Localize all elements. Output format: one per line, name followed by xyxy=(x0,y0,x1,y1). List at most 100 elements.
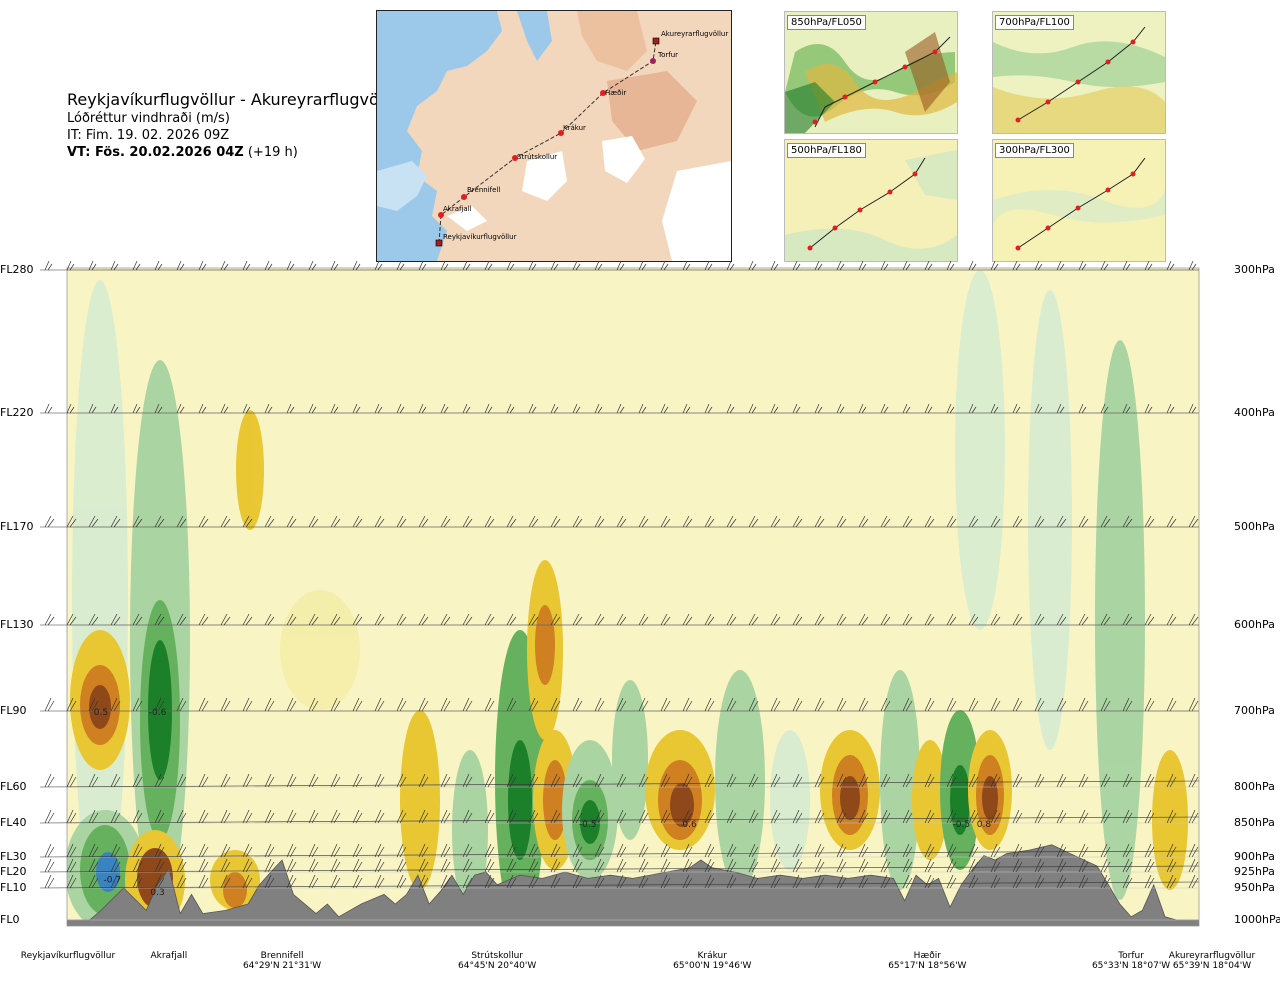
wind-barb xyxy=(198,260,207,271)
wind-barb xyxy=(66,874,77,889)
wind-barb xyxy=(1056,858,1067,873)
wind-barb xyxy=(550,403,559,414)
wind-barb xyxy=(1056,809,1067,824)
wind-barb xyxy=(660,874,671,889)
thumb-500hpa[interactable]: 500hPa/FL180 xyxy=(784,139,958,262)
wind-barb xyxy=(704,697,715,712)
waypoint-coord: 65°33'N 18°07'W xyxy=(1091,961,1171,971)
wind-barb xyxy=(220,613,231,626)
wind-barb-line xyxy=(39,816,1200,824)
wind-barb xyxy=(1166,260,1175,271)
wind-barb xyxy=(1100,697,1111,712)
wind-barb xyxy=(44,260,53,271)
wind-barb xyxy=(462,843,473,858)
wind-barb xyxy=(176,515,187,528)
wind-barb xyxy=(462,773,473,788)
wind-barb xyxy=(858,843,869,858)
wind-barb xyxy=(264,260,273,271)
wind-barb xyxy=(220,260,229,271)
wind-barb xyxy=(770,403,779,414)
wind-barb xyxy=(220,403,229,414)
wind-barb xyxy=(330,613,341,626)
wind-barb xyxy=(704,874,715,889)
wind-barb xyxy=(198,858,209,873)
wind-barb xyxy=(88,809,99,824)
wind-barb xyxy=(660,613,671,626)
wind-barb xyxy=(352,843,363,858)
wind-barb xyxy=(946,697,957,712)
wind-barb xyxy=(660,403,669,414)
wind-barb xyxy=(902,809,913,824)
wind-barb xyxy=(286,858,297,873)
wind-barb xyxy=(198,515,209,528)
wind-barb xyxy=(330,403,339,414)
wind-barb xyxy=(682,843,693,858)
wind-barb xyxy=(440,858,451,873)
wind-barb xyxy=(154,697,165,712)
wind-barb xyxy=(616,260,625,271)
wind-barb xyxy=(924,809,935,824)
wind-barb xyxy=(308,260,317,271)
wind-barb xyxy=(1012,515,1023,528)
wind-barb xyxy=(814,809,825,824)
wind-barb xyxy=(154,260,163,271)
thumb-700hpa[interactable]: 700hPa/FL100 xyxy=(992,11,1166,134)
wind-barb xyxy=(792,858,803,873)
wind-barb xyxy=(110,874,121,889)
wind-barb xyxy=(660,843,671,858)
wind-barb xyxy=(880,858,891,873)
pressure-label: 300hPa xyxy=(1234,263,1275,276)
wind-barb xyxy=(770,260,779,271)
wind-barb xyxy=(814,874,825,889)
wind-barb xyxy=(880,260,889,271)
wind-barb xyxy=(418,403,427,414)
wind-barb xyxy=(748,697,759,712)
waypoint-name: Strútskollur xyxy=(471,951,523,961)
wind-barb xyxy=(726,403,735,414)
wind-barb xyxy=(616,515,627,528)
wind-barb xyxy=(836,874,847,889)
wind-barb xyxy=(396,858,407,873)
wind-barb-line xyxy=(39,865,1200,873)
wind-barb xyxy=(968,809,979,824)
wind-barb xyxy=(132,515,143,528)
field-value-label: -0.5 xyxy=(579,820,597,830)
wind-barb xyxy=(418,843,429,858)
waypoint-name: Krákur xyxy=(697,951,727,961)
map-label-haedir: Hæðir xyxy=(605,89,626,97)
wind-barb xyxy=(374,809,385,824)
wind-barb xyxy=(550,809,561,824)
wind-barb xyxy=(770,613,781,626)
wind-barb xyxy=(506,773,517,788)
thumb-300hpa[interactable]: 300hPa/FL300 xyxy=(992,139,1166,262)
wind-barb xyxy=(594,809,605,824)
wind-barb xyxy=(682,613,693,626)
wind-barb xyxy=(374,403,383,414)
wind-barb xyxy=(308,874,319,889)
wind-barb xyxy=(528,260,537,271)
wind-barb xyxy=(682,858,693,873)
field-value-label: 0.6 xyxy=(682,820,697,830)
wind-barb xyxy=(550,515,561,528)
thumb-850hpa[interactable]: 850hPa/FL050 xyxy=(784,11,958,134)
wind-barb xyxy=(638,858,649,873)
wind-barb xyxy=(110,697,121,712)
wind-barb xyxy=(682,697,693,712)
wind-barb xyxy=(594,843,605,858)
waypoint-label: Reykjavíkurflugvöllur xyxy=(0,951,138,961)
wind-barb xyxy=(968,613,979,626)
thumb-label: 300hPa/FL300 xyxy=(995,143,1074,158)
issue-time: IT: Fim. 19. 02. 2026 09Z xyxy=(67,128,230,143)
wind-barb xyxy=(44,809,55,824)
wind-barb xyxy=(1034,613,1045,626)
wind-barb xyxy=(1078,403,1087,414)
wind-barb xyxy=(880,515,891,528)
wind-barb xyxy=(1056,843,1067,858)
wind-barb xyxy=(506,858,517,873)
wind-barb xyxy=(968,260,977,271)
wind-barb xyxy=(264,613,275,626)
wind-barb xyxy=(726,697,737,712)
wind-barb xyxy=(990,809,1001,824)
wind-barb xyxy=(1166,697,1177,712)
wind-barb xyxy=(704,843,715,858)
